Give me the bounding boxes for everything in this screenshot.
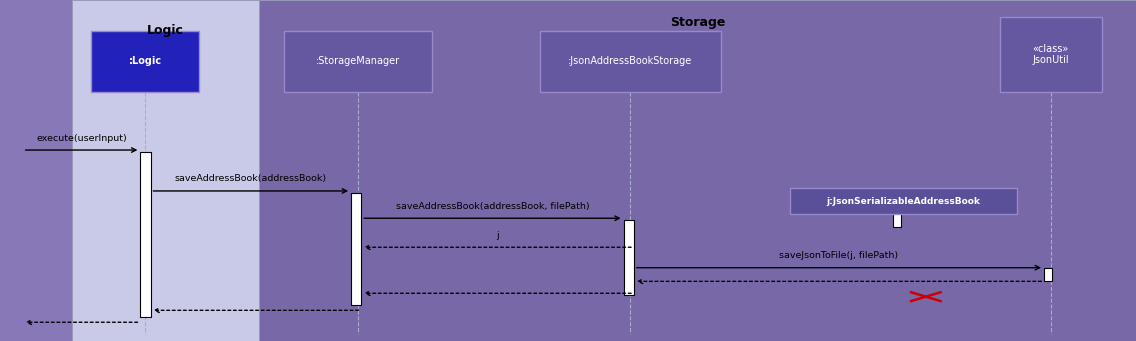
Text: :StorageManager: :StorageManager xyxy=(316,56,400,66)
Text: execute(userInput): execute(userInput) xyxy=(36,134,127,143)
Text: saveJsonToFile(j, filePath): saveJsonToFile(j, filePath) xyxy=(779,251,899,260)
Text: :Logic: :Logic xyxy=(128,56,162,66)
Text: :JsonAddressBookStorage: :JsonAddressBookStorage xyxy=(568,56,693,66)
Text: Logic: Logic xyxy=(147,24,184,37)
Text: saveAddressBook(addressBook): saveAddressBook(addressBook) xyxy=(175,175,327,183)
Bar xyxy=(259,0,1136,341)
Bar xyxy=(893,210,901,227)
Bar xyxy=(284,31,432,92)
Text: j:JsonSerializableAddressBook: j:JsonSerializableAddressBook xyxy=(826,197,980,206)
Bar xyxy=(1000,17,1102,92)
Bar xyxy=(624,220,634,295)
Bar xyxy=(351,193,361,305)
Text: j: j xyxy=(496,231,499,240)
Text: «class»
JsonUtil: «class» JsonUtil xyxy=(1033,44,1069,65)
Bar xyxy=(790,188,1017,214)
Bar xyxy=(91,31,200,92)
Bar xyxy=(72,0,259,341)
Text: Storage: Storage xyxy=(670,16,725,29)
Text: saveAddressBook(addressBook, filePath): saveAddressBook(addressBook, filePath) xyxy=(395,202,590,211)
Bar xyxy=(540,31,721,92)
Bar xyxy=(141,152,150,317)
Bar xyxy=(1044,268,1052,281)
